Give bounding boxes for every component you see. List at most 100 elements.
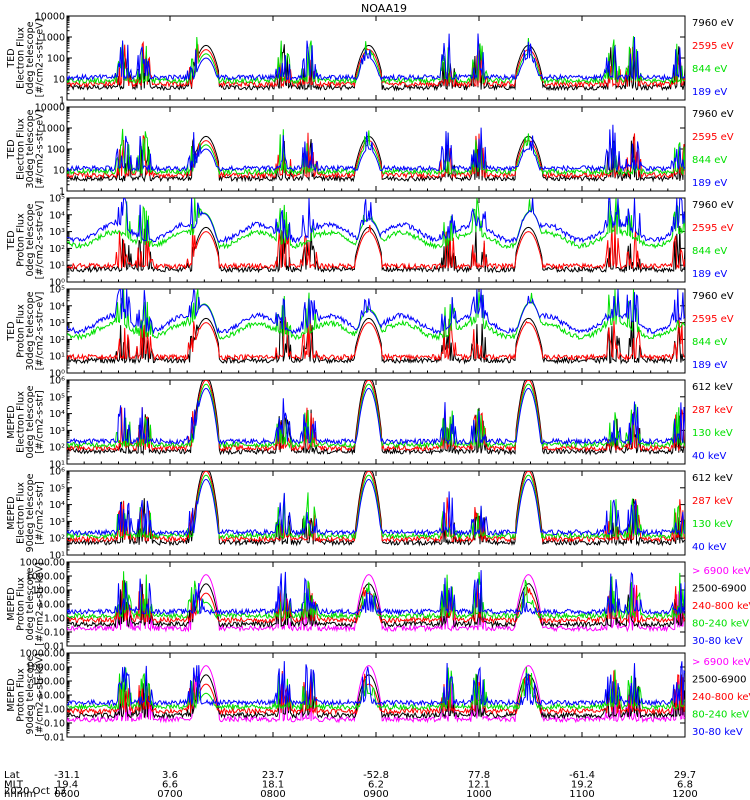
- y-axis-label-line: 30deg telescope: [25, 291, 36, 370]
- y-tick-label: 10⁴: [49, 301, 65, 312]
- x-axis-row-label: hhmm: [4, 789, 36, 800]
- trace-red: [67, 313, 685, 362]
- x-axis-tick-label: 23.7: [262, 770, 284, 781]
- y-tick-label: 10²: [49, 443, 65, 454]
- y-axis-label-line: Proton Flux: [16, 577, 27, 631]
- y-tick-label: 100.00: [32, 677, 65, 688]
- trace-green: [67, 36, 685, 86]
- y-tick-label: 10³: [49, 426, 65, 437]
- legend-entry: > 6900 keV: [692, 566, 750, 577]
- y-axis-label-line: [#/cm2-s-str-eV]: [35, 19, 46, 98]
- trace-red: [67, 132, 685, 180]
- legend-entry: 7960 eV: [692, 200, 734, 211]
- legend-entry: 30-80 keV: [692, 636, 743, 647]
- legend-entry: 240-800 keV: [692, 601, 750, 612]
- y-tick-label: 1: [59, 96, 65, 107]
- trace-black: [67, 44, 685, 92]
- legend-entry: 844 eV: [692, 246, 727, 257]
- panel-traces: [67, 124, 685, 183]
- y-tick-label: 10⁴: [49, 409, 65, 420]
- trace-green: [67, 198, 685, 250]
- y-tick-label: 100: [47, 54, 65, 65]
- trace-black: [67, 225, 685, 274]
- y-axis-label-line: Proton Flux: [16, 304, 27, 358]
- legend-entry: 130 keV: [692, 428, 733, 439]
- trace-blue: [67, 661, 685, 707]
- y-tick-label: 0.01: [44, 642, 65, 653]
- x-axis-tick-label: 77.8: [468, 770, 490, 781]
- y-axis-label-line: TED: [6, 321, 17, 341]
- legend-entry: 30-80 keV: [692, 727, 743, 738]
- trace-blue: [67, 570, 685, 616]
- y-tick-label: 10²: [49, 534, 65, 545]
- panel-traces: [67, 380, 685, 456]
- y-axis-label-line: MEPED: [6, 678, 17, 711]
- x-axis-group: Lat -31.1 3.6 23.7 -52.8 77.8 -61.4 29.7 MLT 19.4…: [4, 770, 698, 800]
- trace-blue: [67, 198, 685, 244]
- trace-red: [67, 670, 685, 716]
- y-axis-label-line: 90deg telescope: [25, 473, 36, 552]
- x-axis-tick-label: 1100: [569, 789, 594, 800]
- y-tick-label: 1000: [41, 33, 65, 44]
- y-tick-label: 10000: [35, 12, 65, 23]
- x-axis-tick-label: -61.4: [569, 770, 595, 781]
- y-axis-label-line: 0deg telescope: [25, 203, 36, 276]
- y-tick-label: 1000: [41, 124, 65, 135]
- y-axis-label-line: Proton Flux: [16, 213, 27, 267]
- x-axis-tick-label: -31.1: [54, 770, 80, 781]
- y-axis-label-line: Electron Flux: [16, 118, 27, 180]
- x-axis-tick-label: 6.2: [368, 780, 384, 791]
- y-tick-label: 10: [53, 166, 65, 177]
- legend-entry: 2595 eV: [692, 132, 734, 143]
- y-tick-label: 10⁶: [49, 467, 65, 478]
- legend-entry: > 6900 keV: [692, 657, 750, 668]
- y-tick-label: 10²: [49, 244, 65, 255]
- legend-entry: 2500-6900: [692, 675, 747, 686]
- panel-traces: [67, 198, 685, 274]
- date-label: 2020 Oct 13: [4, 786, 66, 797]
- y-tick-label: 10⁵: [49, 285, 65, 296]
- legend-entry: 2595 eV: [692, 223, 734, 234]
- trace-black: [67, 674, 685, 720]
- y-axis-label-line: MEPED: [6, 587, 17, 620]
- legend-entry: 130 keV: [692, 519, 733, 530]
- y-tick-label: 1: [59, 187, 65, 198]
- y-axis-label-line: [#/cm2-s-str-keV]: [35, 653, 46, 737]
- y-tick-label: 10.00: [38, 600, 65, 611]
- y-axis-label-line: Electron Flux: [16, 27, 27, 89]
- y-tick-label: 100.00: [32, 586, 65, 597]
- legend-entry: 189 eV: [692, 269, 727, 280]
- legend-entry: 612 keV: [692, 473, 733, 484]
- y-axis-label-line: Electron Flux: [16, 482, 27, 544]
- x-axis-tick-label: 0600: [54, 789, 79, 800]
- legend-entry: 844 eV: [692, 155, 727, 166]
- trace-blue: [67, 387, 685, 446]
- x-axis-tick-label: 6.6: [162, 780, 178, 791]
- y-axis-label-line: [#/cm2-s-str]: [35, 481, 46, 544]
- y-axis-label-line: [#/cm2-s-str-keV]: [35, 562, 46, 646]
- x-axis-tick-label: 0700: [157, 789, 182, 800]
- legend-entry: 7960 eV: [692, 291, 734, 302]
- legend-entry: 189 eV: [692, 178, 727, 189]
- y-tick-label: 10⁴: [49, 500, 65, 511]
- y-axis-label-line: MEPED: [6, 496, 17, 529]
- y-tick-label: 10⁵: [49, 392, 65, 403]
- trace-green: [67, 128, 685, 177]
- y-axis-label-line: [#/cm2-s-str-eV]: [35, 292, 46, 371]
- legend-entry: 40 keV: [692, 542, 726, 553]
- y-tick-label: 0.10: [44, 719, 65, 730]
- y-axis-label-line: TED: [6, 139, 17, 159]
- y-tick-label: 10³: [49, 227, 65, 238]
- x-axis-row-label: Lat: [4, 770, 20, 781]
- trace-red: [67, 380, 685, 453]
- y-tick-label: 10⁶: [49, 376, 65, 387]
- y-axis-label-line: 0deg telescope: [25, 21, 36, 94]
- legend-entry: 240-800 keV: [692, 692, 750, 703]
- y-tick-label: 1.00: [44, 614, 65, 625]
- legend-entry: 7960 eV: [692, 18, 734, 29]
- y-tick-label: 10⁵: [49, 194, 65, 205]
- y-axis-label-line: Electron Flux: [16, 391, 27, 453]
